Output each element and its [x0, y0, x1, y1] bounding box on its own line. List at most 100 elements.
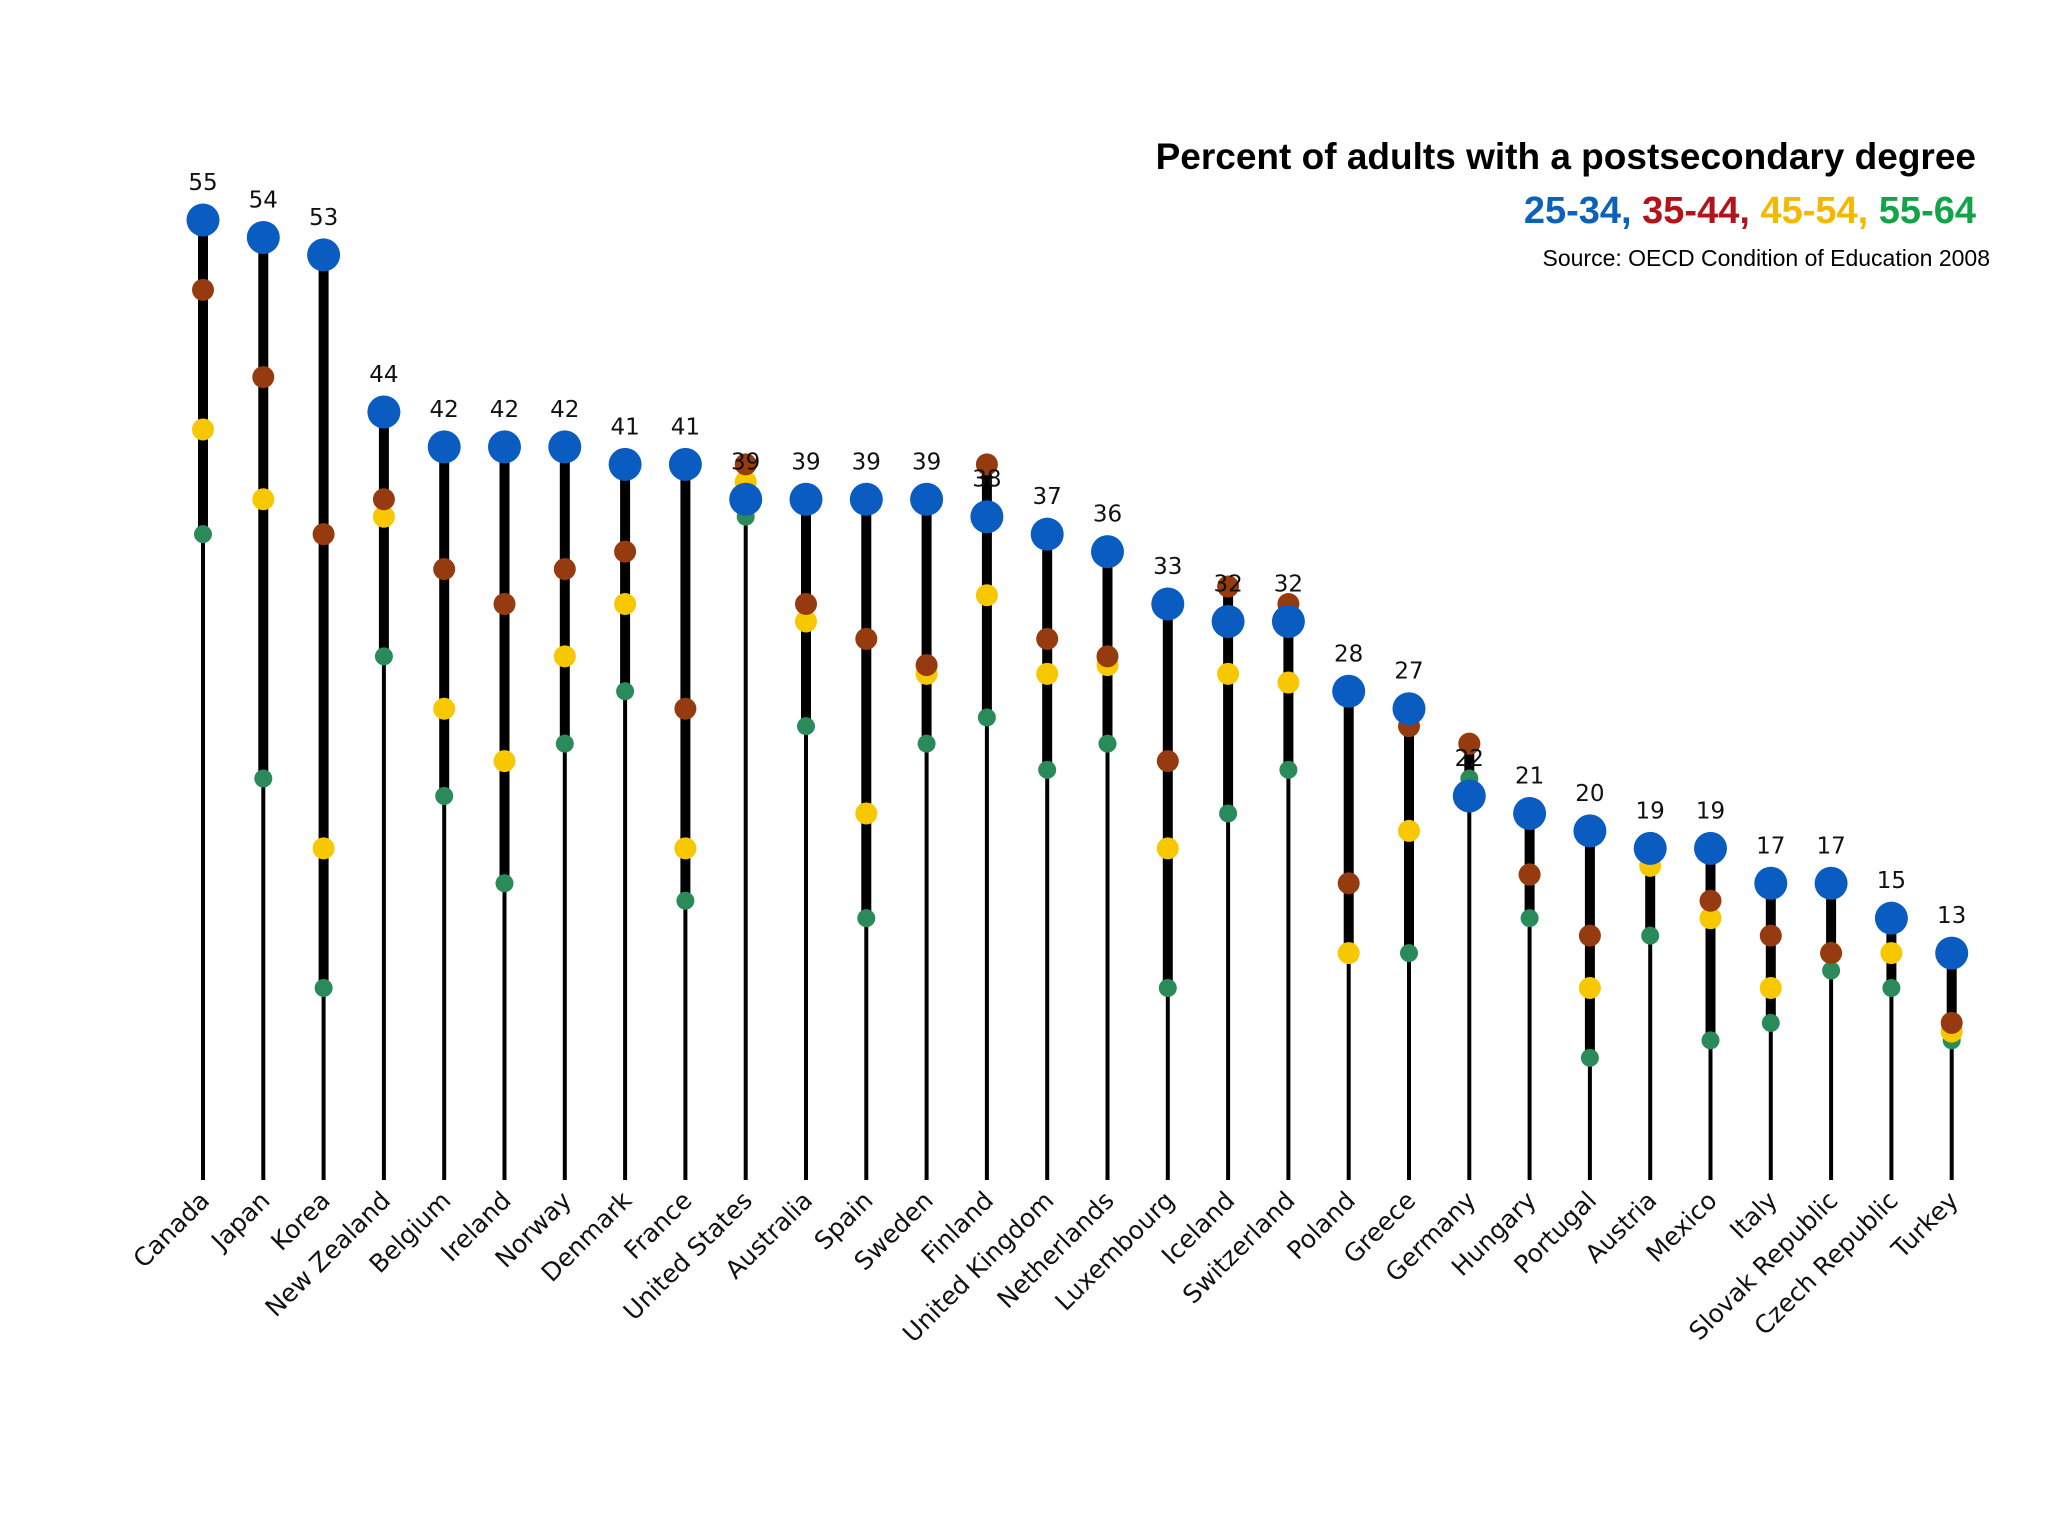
category-label: Japan — [204, 1186, 275, 1257]
dot-45-54-spain — [855, 802, 878, 825]
dot-25-34-greece — [1392, 692, 1426, 726]
value-label: 39 — [791, 449, 820, 475]
dot-45-54-australia — [795, 610, 817, 633]
dot-45-54-portugal — [1578, 977, 1601, 999]
chart-title: Percent of adults with a postsecondary d… — [1155, 136, 1976, 177]
dot-55-64-norway — [555, 734, 574, 753]
dot-45-54-switzerland — [1277, 671, 1300, 694]
dot-55-64-korea — [314, 979, 333, 997]
dot-25-34-luxembourg — [1151, 587, 1185, 621]
dot-25-34-slovak-republic — [1814, 866, 1848, 900]
dot-25-34-norway — [548, 430, 582, 464]
dot-55-64-austria — [1641, 926, 1660, 945]
dot-25-34-denmark — [608, 447, 642, 481]
value-label: 28 — [1334, 641, 1363, 667]
dot-45-54-france — [674, 837, 697, 860]
dot-25-34-sweden — [910, 482, 944, 516]
source-note: Source: OECD Condition of Education 2008 — [1542, 245, 1991, 271]
dot-35-44-united-kingdom — [1036, 627, 1059, 650]
dot-25-34-korea — [307, 238, 341, 272]
dot-35-44-spain — [855, 627, 878, 650]
dot-25-34-australia — [789, 482, 823, 516]
dot-35-44-netherlands — [1096, 645, 1119, 668]
dot-55-64-mexico — [1701, 1031, 1720, 1050]
dot-55-64-portugal — [1580, 1048, 1599, 1067]
dot-45-54-czech-republic — [1880, 942, 1903, 965]
legend-item-55-64: 55-64 — [1878, 190, 1976, 232]
value-label: 32 — [1274, 571, 1303, 597]
dot-55-64-new-zealand — [374, 647, 393, 666]
value-label: 27 — [1394, 659, 1423, 685]
dot-55-64-hungary — [1520, 909, 1539, 928]
dot-35-44-slovak-republic — [1820, 942, 1843, 965]
dot-25-34-turkey — [1935, 936, 1969, 970]
legend-sep: , — [1857, 190, 1879, 232]
value-label: 17 — [1756, 833, 1785, 859]
dot-35-44-portugal — [1578, 924, 1601, 947]
dot-55-64-canada — [194, 525, 212, 544]
value-label: 20 — [1575, 781, 1604, 807]
dot-35-44-korea — [312, 523, 335, 546]
dot-35-44-france — [674, 697, 697, 720]
value-label: 41 — [671, 414, 700, 440]
chart-header: Percent of adults with a postsecondary d… — [1155, 136, 1990, 272]
value-label: 21 — [1515, 763, 1544, 789]
dot-35-44-iceland — [1217, 575, 1240, 598]
dot-55-64-czech-republic — [1882, 979, 1901, 997]
value-label: 42 — [430, 397, 459, 423]
dot-55-64-slovak-republic — [1822, 961, 1841, 980]
dot-25-34-poland — [1332, 674, 1366, 708]
dot-25-34-czech-republic — [1874, 901, 1908, 935]
dot-25-34-canada — [186, 203, 220, 237]
value-label: 38 — [972, 467, 1001, 493]
dot-55-64-sweden — [917, 734, 936, 753]
value-label: 36 — [1093, 502, 1122, 528]
value-label: 19 — [1696, 798, 1725, 824]
dot-25-34-finland — [970, 500, 1004, 534]
dot-35-44-denmark — [614, 540, 637, 563]
dot-45-54-finland — [975, 584, 998, 607]
dot-25-34-iceland — [1211, 604, 1245, 638]
dot-45-54-poland — [1337, 942, 1360, 965]
dot-45-54-ireland — [493, 750, 516, 773]
value-label: 41 — [610, 414, 639, 440]
dot-55-64-netherlands — [1098, 734, 1117, 753]
value-label: 39 — [731, 449, 760, 475]
value-label: 17 — [1816, 833, 1845, 859]
dot-35-44-turkey — [1940, 1011, 1963, 1034]
dot-45-54-italy — [1759, 977, 1782, 999]
dot-55-64-luxembourg — [1158, 979, 1177, 997]
dot-45-54-japan — [252, 488, 275, 511]
value-label: 37 — [1033, 484, 1062, 510]
value-label: 13 — [1937, 903, 1966, 929]
dot-45-54-norway — [553, 645, 576, 668]
dot-35-44-finland — [975, 453, 998, 476]
dot-35-44-poland — [1337, 872, 1360, 895]
dot-55-64-denmark — [616, 682, 635, 701]
value-label: 15 — [1877, 868, 1906, 894]
value-label: 42 — [490, 397, 519, 423]
dot-55-64-belgium — [435, 787, 454, 805]
dot-35-44-hungary — [1518, 863, 1541, 886]
dot-45-54-canada — [192, 418, 214, 441]
dot-25-34-ireland — [488, 430, 521, 464]
value-label: 44 — [369, 362, 398, 388]
dot-25-34-mexico — [1694, 831, 1727, 865]
dot-25-34-austria — [1633, 831, 1667, 865]
dot-55-64-italy — [1761, 1013, 1780, 1032]
dot-45-54-denmark — [614, 593, 637, 615]
value-label: 39 — [852, 449, 881, 475]
dot-35-44-australia — [795, 593, 817, 615]
dot-25-34-united-kingdom — [1030, 517, 1064, 551]
dot-25-34-hungary — [1513, 796, 1547, 830]
dot-55-64-united-kingdom — [1038, 760, 1057, 779]
dot-55-64-spain — [857, 909, 876, 928]
value-label: 42 — [550, 397, 579, 423]
dot-45-54-belgium — [433, 697, 456, 720]
dot-55-64-australia — [797, 717, 815, 736]
value-label: 55 — [188, 170, 217, 196]
dot-25-34-netherlands — [1091, 535, 1124, 569]
dot-55-64-iceland — [1219, 804, 1238, 823]
dot-25-34-new-zealand — [367, 395, 401, 429]
